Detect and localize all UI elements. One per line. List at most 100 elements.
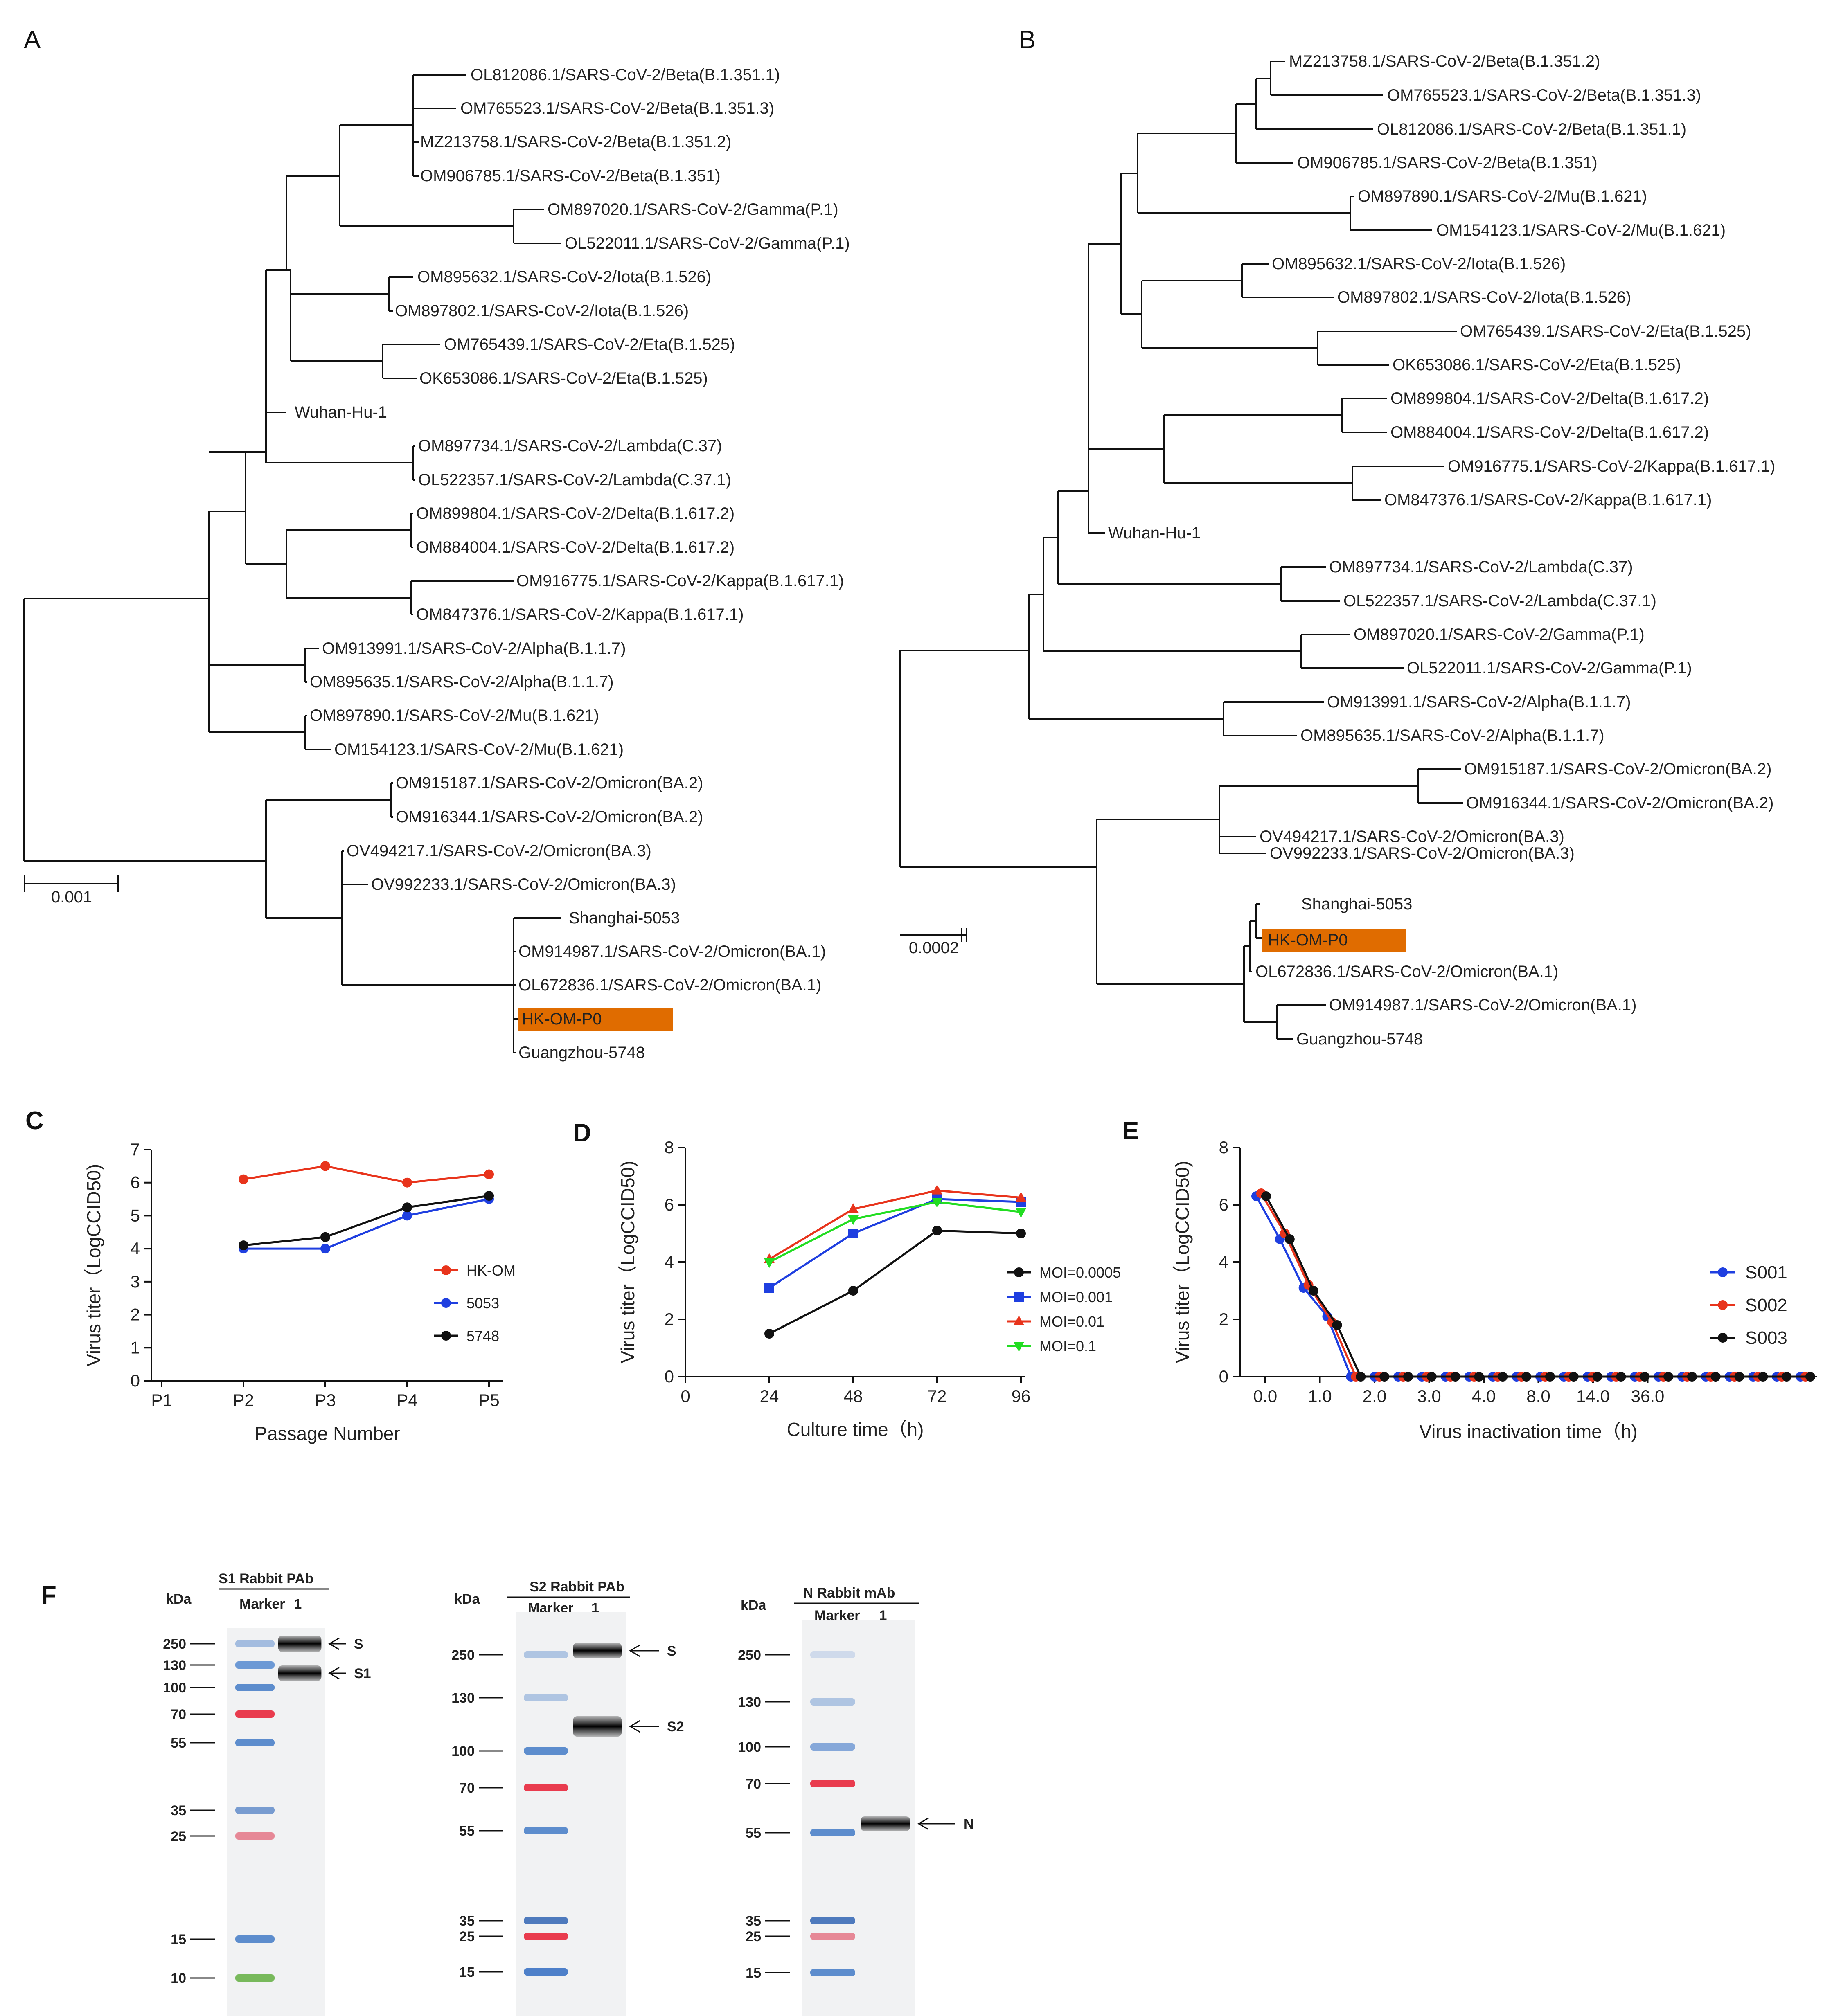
ladder-band — [810, 1933, 855, 1940]
scale-label-a: 0.001 — [51, 888, 92, 906]
tree-tip: OM154123.1/SARS-CoV-2/Mu(B.1.621) — [334, 740, 624, 758]
series-line-5748 — [243, 1195, 489, 1246]
series-line-HK-OM — [243, 1165, 489, 1184]
series-line-S003 — [1265, 1195, 1810, 1378]
tree-tip: OL522357.1/SARS-CoV-2/Lambda(C.37.1) — [1343, 592, 1656, 610]
band-arrow-head — [629, 1644, 640, 1657]
data-point-S003 — [1734, 1372, 1744, 1382]
y-tick-label: 7 — [131, 1140, 140, 1159]
tree-tip: OL812086.1/SARS-CoV-2/Beta(B.1.351.1) — [471, 66, 780, 84]
tree-tip: OM765439.1/SARS-CoV-2/Eta(B.1.525) — [444, 335, 735, 353]
data-point-HK-OM — [239, 1174, 248, 1184]
y-axis-label: Virus titer（LogCCID50) — [83, 1164, 104, 1366]
panel-label-e: E — [1122, 1117, 1139, 1145]
marker-kda-label: 25 — [459, 1929, 475, 1944]
x-tick-label: P4 — [397, 1390, 417, 1410]
ladder-band — [524, 1694, 568, 1701]
blot-0: S1 Rabbit PAb kDa Marker 1 250 130 100 70 55 35 25… — [163, 1571, 371, 2016]
marker-kda-label: 70 — [746, 1776, 761, 1792]
y-tick-label: 4 — [665, 1252, 674, 1271]
tree-tip: MZ213758.1/SARS-CoV-2/Beta(B.1.351.2) — [1289, 52, 1600, 70]
band-label: S1 — [354, 1666, 371, 1681]
tree-tip: Shanghai-5053 — [1301, 895, 1412, 913]
tree-tip: OL522357.1/SARS-CoV-2/Lambda(C.37.1) — [418, 471, 731, 489]
ladder-band — [810, 1743, 855, 1750]
ladder-band — [810, 1917, 855, 1924]
data-point-HK-OM — [402, 1177, 412, 1188]
x-tick-label: 2.0 — [1363, 1386, 1386, 1406]
x-tick-label: 72 — [928, 1386, 947, 1406]
y-tick-label: 4 — [1219, 1252, 1228, 1271]
legend-marker-5748 — [441, 1331, 451, 1341]
data-point-MOI=0.001 — [848, 1228, 858, 1238]
legend-marker-HK-OM — [441, 1265, 451, 1275]
tree-tip: OM914987.1/SARS-CoV-2/Omicron(BA.1) — [1329, 996, 1636, 1014]
data-point-S003 — [1805, 1372, 1815, 1382]
data-point-HK-OM — [320, 1161, 330, 1171]
tree-tip-highlight: HK-OM-P0 — [1268, 931, 1348, 949]
marker-kda-label: 35 — [746, 1913, 761, 1929]
y-tick-label: 2 — [131, 1305, 140, 1324]
tree-tip: OV992233.1/SARS-CoV-2/Omicron(BA.3) — [371, 875, 676, 893]
data-point-S003 — [1403, 1372, 1413, 1382]
tree-tip-highlight: HK-OM-P0 — [522, 1010, 602, 1028]
tree-tip: OV494217.1/SARS-CoV-2/Omicron(BA.3) — [347, 842, 651, 860]
tree-tip: OM895632.1/SARS-CoV-2/Iota(B.1.526) — [1272, 255, 1566, 273]
y-tick-label: 3 — [131, 1272, 140, 1291]
lane-1-label: 1 — [294, 1596, 302, 1612]
ladder-band — [810, 1651, 855, 1658]
y-tick-label: 2 — [1219, 1310, 1228, 1329]
tree-tip: OM897802.1/SARS-CoV-2/Iota(B.1.526) — [1337, 288, 1631, 306]
tree-tip: OM765523.1/SARS-CoV-2/Beta(B.1.351.3) — [1387, 86, 1701, 104]
legend-label: MOI=0.1 — [1039, 1338, 1096, 1354]
ladder-band — [235, 1974, 275, 1982]
data-point-S003 — [1356, 1372, 1366, 1382]
marker-kda-label: 15 — [459, 1964, 475, 1980]
tree-tip: OV992233.1/SARS-CoV-2/Omicron(BA.3) — [1270, 844, 1575, 862]
tree-tip: Shanghai-5053 — [569, 909, 680, 927]
x-tick-label: P3 — [315, 1390, 336, 1410]
y-axis-label: Virus titer（LogCCID50) — [1172, 1161, 1193, 1363]
blot-title: N Rabbit mAb — [803, 1585, 895, 1601]
ladder-band — [524, 1933, 568, 1940]
ladder-band — [524, 1827, 568, 1834]
y-tick-label: 0 — [1219, 1367, 1228, 1386]
tree-tip: OK653086.1/SARS-CoV-2/Eta(B.1.525) — [1393, 356, 1681, 374]
data-point-MOI=0.0005 — [1016, 1228, 1026, 1238]
marker-kda-label: 55 — [459, 1823, 475, 1839]
legend-label: MOI=0.001 — [1039, 1289, 1113, 1305]
panel-label-b: B — [1019, 26, 1036, 54]
x-axis-label: Virus inactivation time（h) — [1419, 1421, 1637, 1442]
ladder-band — [235, 1832, 275, 1840]
legend-label: S001 — [1745, 1262, 1787, 1282]
ladder-band — [810, 1969, 855, 1976]
x-tick-label: 24 — [760, 1386, 779, 1406]
data-point-5053 — [320, 1244, 330, 1254]
band-label: S2 — [667, 1719, 684, 1735]
tree-tip: OM916775.1/SARS-CoV-2/Kappa(B.1.617.1) — [516, 572, 844, 590]
tree-tip: OM913991.1/SARS-CoV-2/Alpha(B.1.1.7) — [322, 639, 626, 657]
legend-label: 5053 — [466, 1295, 499, 1312]
tree-tip: OM906785.1/SARS-CoV-2/Beta(B.1.351) — [1297, 154, 1598, 172]
data-point-MOI=0.0005 — [932, 1226, 942, 1235]
tree-tip: OL672836.1/SARS-CoV-2/Omicron(BA.1) — [518, 976, 821, 994]
data-point-S003 — [1592, 1372, 1602, 1382]
tree-tip: OM906785.1/SARS-CoV-2/Beta(B.1.351) — [420, 167, 721, 185]
marker-kda-label: 25 — [171, 1829, 186, 1844]
tree-tip: Guangzhou-5748 — [1296, 1030, 1423, 1048]
band-arrow-head — [629, 1720, 640, 1733]
tree-tip: OL812086.1/SARS-CoV-2/Beta(B.1.351.1) — [1377, 120, 1686, 138]
data-point-S003 — [1663, 1372, 1674, 1382]
band-label: S — [667, 1643, 676, 1659]
tree-tip: OM897802.1/SARS-CoV-2/Iota(B.1.526) — [395, 302, 689, 320]
tree-tip: OM765523.1/SARS-CoV-2/Beta(B.1.351.3) — [460, 99, 774, 117]
ladder-band — [235, 1710, 275, 1718]
ladder-band — [524, 1917, 568, 1924]
legend-marker-MOI=0.1 — [1013, 1342, 1025, 1352]
blot-title: S2 Rabbit PAb — [530, 1579, 624, 1595]
x-tick-label: 4.0 — [1472, 1386, 1496, 1406]
data-point-S003 — [1450, 1372, 1460, 1382]
tree-tip: OM915187.1/SARS-CoV-2/Omicron(BA.2) — [1464, 760, 1771, 778]
marker-kda-label: 55 — [171, 1735, 186, 1751]
highlight-hk-om-a — [518, 1008, 673, 1030]
